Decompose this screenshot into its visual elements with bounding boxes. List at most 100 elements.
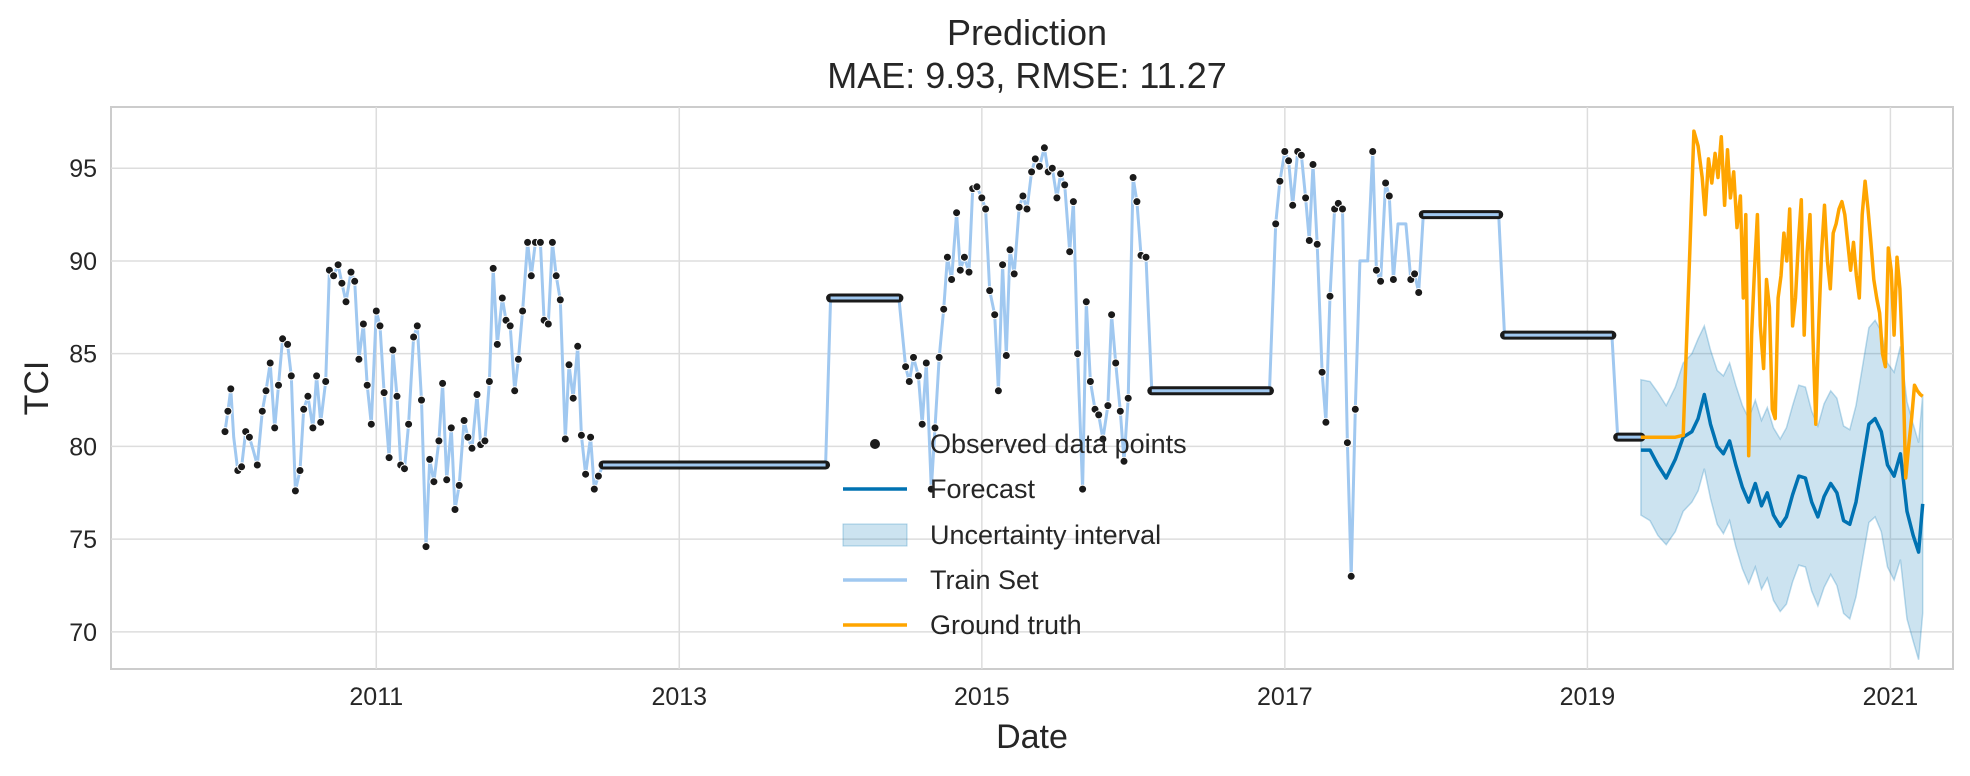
observed-point [1065, 247, 1075, 257]
observed-point [505, 321, 515, 331]
observed-point [1094, 410, 1104, 420]
observed-point [375, 321, 385, 331]
observed-point [535, 237, 545, 247]
observed-point [909, 352, 918, 362]
observed-point [1384, 191, 1394, 201]
observed-point [1039, 143, 1049, 153]
forecast-line [1640, 392, 1925, 554]
observed-point [379, 388, 389, 398]
observed-point [568, 393, 578, 403]
observed-point [400, 464, 409, 474]
observed-point [1018, 191, 1028, 201]
chart-subtitle: MAE: 9.93, RMSE: 11.27 [827, 55, 1227, 96]
observed-point [1280, 147, 1290, 156]
observed-point [560, 434, 570, 444]
observed-point [337, 278, 347, 288]
observed-point [547, 237, 557, 247]
observed-point [1414, 288, 1424, 297]
observed-point [1304, 236, 1314, 245]
observed-point [1368, 147, 1378, 156]
observed-point [1301, 193, 1311, 203]
observed-point [955, 265, 965, 275]
observed-point [551, 271, 561, 281]
x-tick-label: 2011 [349, 683, 403, 711]
x-tick-label: 2015 [954, 683, 1010, 711]
observed-point [586, 432, 596, 442]
observed-point [942, 252, 952, 262]
observed-point [488, 263, 498, 273]
observed-point [576, 430, 586, 440]
observed-point [1047, 163, 1057, 173]
observed-point [573, 341, 583, 351]
observed-point [295, 466, 305, 475]
observed-point [901, 362, 911, 372]
observed-point [1115, 406, 1125, 416]
ground-truth-line [1640, 129, 1924, 480]
observed-point [510, 386, 520, 396]
observed-point [1014, 202, 1024, 212]
observed-point [290, 486, 300, 496]
observed-point [350, 276, 360, 286]
observed-point [1111, 358, 1121, 368]
observed-point [993, 386, 1003, 396]
observed-point [1068, 197, 1078, 207]
observed-point [1410, 269, 1420, 279]
observed-point [959, 252, 969, 262]
observed-point [412, 321, 422, 331]
observed-point [921, 358, 931, 368]
observed-point [308, 423, 318, 433]
observed-point [513, 354, 523, 364]
plot-area [110, 106, 1954, 670]
observed-point [518, 306, 528, 316]
observed-point [329, 271, 339, 281]
observed-point [1321, 417, 1331, 427]
observed-point [939, 304, 949, 314]
observed-point [257, 406, 267, 416]
observed-point [589, 484, 599, 494]
y-tick-label: 70 [69, 619, 97, 647]
y-axis-label: TCI [18, 361, 56, 416]
observed-point [346, 267, 356, 277]
legend-item-uncertainty: Uncertainty interval [842, 520, 1161, 550]
y-tick-label: 80 [69, 433, 97, 461]
observed-point [1381, 178, 1391, 188]
observed-point [523, 237, 533, 247]
observed-point [1128, 173, 1138, 182]
legend-item-observed: Observed data points [870, 429, 1187, 459]
observed-point [388, 345, 398, 355]
observed-point [429, 477, 439, 487]
observed-point [934, 352, 944, 362]
observed-point [1376, 276, 1386, 286]
observed-point [1132, 197, 1142, 207]
observed-point [265, 358, 275, 368]
observed-point [316, 417, 326, 427]
observed-point [286, 371, 296, 381]
observed-point [270, 423, 280, 433]
observed-point [303, 391, 313, 401]
observed-point [564, 360, 574, 370]
observed-point [1119, 456, 1129, 466]
observed-point [472, 390, 482, 399]
observed-point [1027, 167, 1037, 177]
observed-point [1271, 219, 1281, 229]
observed-point [1288, 200, 1298, 210]
observed-point [1388, 275, 1398, 284]
observed-point [1296, 150, 1306, 160]
observed-point [1073, 349, 1083, 359]
observed-point [341, 297, 351, 307]
observed-point [1325, 291, 1335, 301]
chart-title: Prediction [947, 12, 1107, 53]
observed-point [409, 332, 419, 342]
y-tick-label: 90 [69, 248, 97, 276]
observed-point [480, 436, 490, 446]
observed-point [1060, 180, 1070, 190]
observed-point [977, 193, 987, 203]
observed-point [581, 469, 591, 479]
x-tick-label: 2013 [651, 683, 707, 711]
observed-point [981, 204, 991, 214]
observed-point [985, 286, 995, 296]
observed-point [1085, 377, 1095, 386]
legend-item-truth: Ground truth [843, 610, 1082, 640]
observed-point [274, 380, 283, 390]
